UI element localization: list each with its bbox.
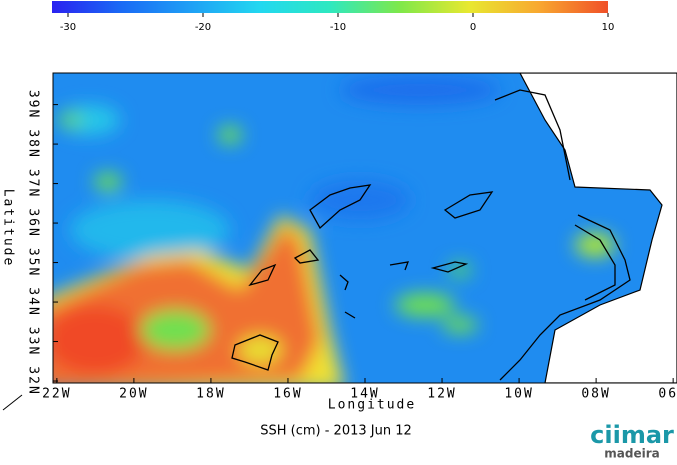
island-contours [231, 89, 631, 381]
x-tick-label: 16W [273, 387, 302, 402]
x-tick-label: 22W [42, 387, 71, 402]
x-tick-label: 14W [350, 387, 379, 402]
x-tick-label: 08W [581, 387, 610, 402]
colorbar-tick-label: -30 [60, 22, 76, 33]
colorbar-tick-label: 0 [470, 22, 476, 33]
ssh-field [53, 73, 677, 383]
x-tick-label: 06W [658, 387, 677, 402]
x-tick-label: 12W [427, 387, 456, 402]
colorbar-tick-label: -20 [195, 22, 211, 33]
land [519, 73, 677, 383]
colorbar-tick-label: 10 [602, 22, 615, 33]
corner-line [2, 394, 23, 411]
logo-name: ciimar [590, 421, 674, 449]
y-tick-label: 34N [26, 287, 41, 316]
y-tick-label: 39N [26, 90, 41, 119]
anomalies [53, 75, 615, 383]
y-tick-label: 35N [26, 248, 41, 277]
y-tick-label: 38N [26, 129, 41, 158]
x-tick-label: 10W [504, 387, 533, 402]
y-tick-label: 33N [26, 327, 41, 356]
x-tick-label: 20W [119, 387, 148, 402]
y-tick-label: 36N [26, 208, 41, 237]
logo-sub: madeira [604, 447, 659, 461]
x-tick-label: 18W [196, 387, 225, 402]
x-axis-label: Longitude [328, 398, 416, 413]
y-tick-label: 37N [26, 169, 41, 198]
colorbar [52, 1, 608, 13]
y-axis-label: Latitude [1, 189, 16, 268]
caption: SSH (cm) - 2013 Jun 12 [260, 424, 412, 439]
colorbar-tick-label: -10 [330, 22, 346, 33]
y-tick-label: 32N [26, 366, 41, 395]
